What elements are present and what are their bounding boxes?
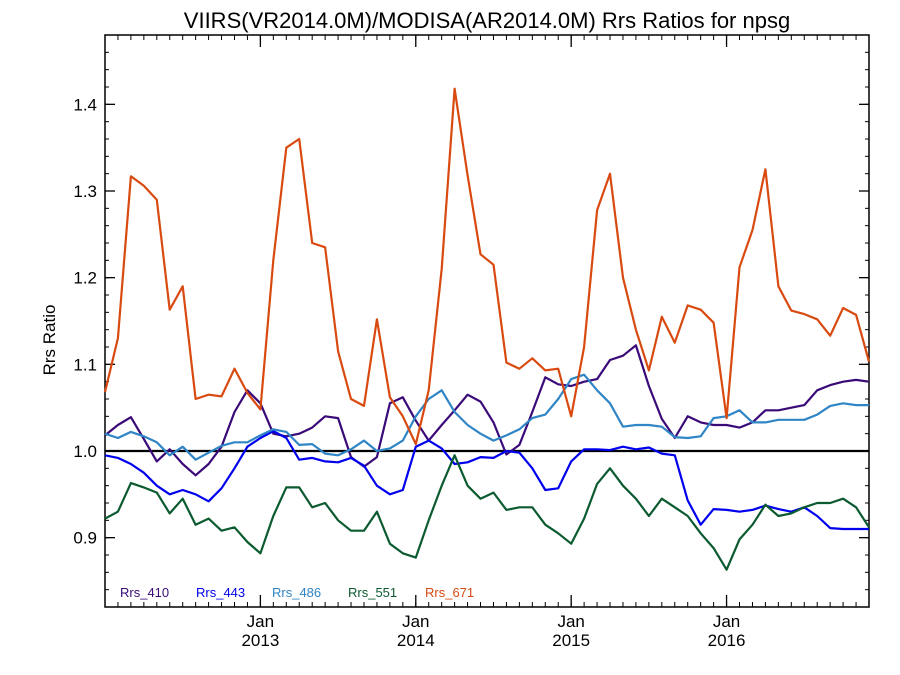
y-tick-label: 1.3 [73,182,97,201]
y-tick-label: 0.9 [73,529,97,548]
y-tick-labels: 0.9 1.0 1.1 1.2 1.3 1.4 [73,95,97,547]
series-line-rrs-486 [104,373,869,461]
x-tick-year-label: 2014 [397,631,435,650]
x-tick-month-label: Jan [557,612,584,631]
x-tick-month-label: Jan [713,612,740,631]
x-tick-month-label: Jan [247,612,274,631]
y-axis-label: Rrs Ratio [40,305,59,376]
y-tick-label: 1.1 [73,355,97,374]
legend: Rrs_410 Rrs_443 Rrs_486 Rrs_551 Rrs_671 [120,585,474,600]
y-tick-label: 1.4 [73,95,97,114]
legend-entry-rrs-443: Rrs_443 [196,585,245,600]
axis-ticks [104,34,870,607]
series-lines [103,87,871,571]
series-line-rrs-410 [104,344,870,477]
legend-entry-rrs-410: Rrs_410 [120,585,169,600]
y-tick-label: 1.2 [73,269,97,288]
legend-entry-rrs-486: Rrs_486 [272,585,321,600]
y-tick-label: 1.0 [73,442,97,461]
series-line-rrs-551 [104,454,870,571]
series-line-rrs-671 [103,87,871,446]
x-tick-year-label: 2015 [552,631,590,650]
series-line-rrs-443 [104,430,869,531]
x-tick-year-label: 2013 [241,631,279,650]
plot-area [103,34,871,608]
x-tick-month-label: Jan [402,612,429,631]
plot-frame [104,34,870,608]
legend-entry-rrs-671: Rrs_671 [425,585,474,600]
chart-title: VIIRS(VR2014.0M)/MODISA(AR2014.0M) Rrs R… [184,8,790,33]
legend-entry-rrs-551: Rrs_551 [348,585,397,600]
x-tick-year-label: 2016 [708,631,746,650]
